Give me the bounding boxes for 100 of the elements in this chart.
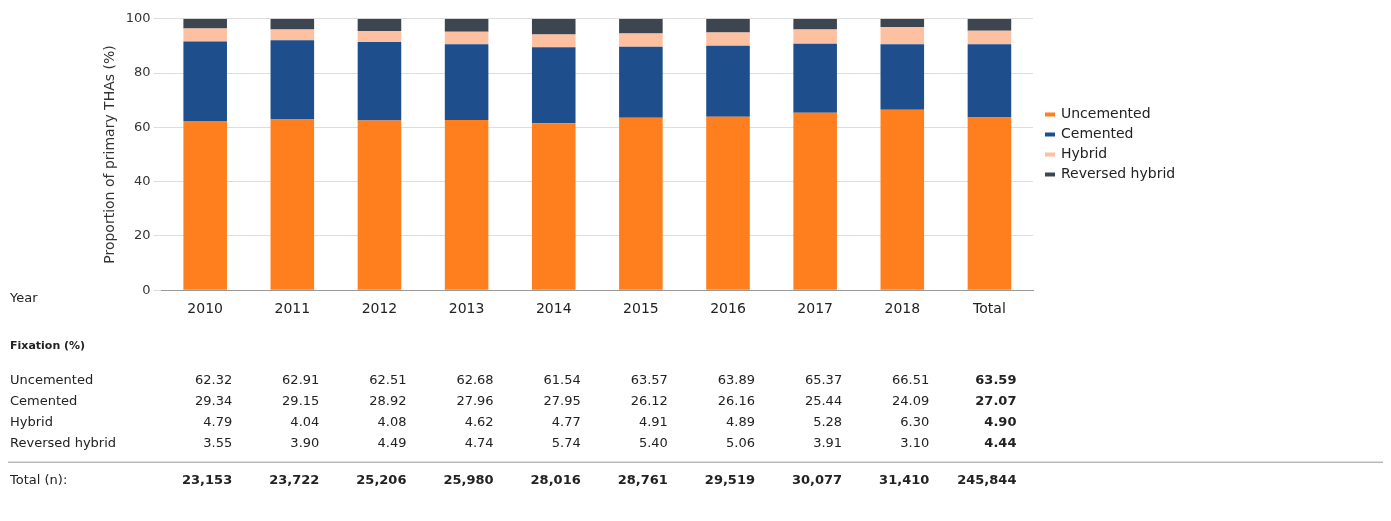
text: 23,153 [182, 471, 233, 487]
text: Reversed hybrid [10, 434, 117, 450]
bar [793, 18, 837, 30]
data-label: 63.89 [717, 371, 756, 387]
data-label: 63.59 [975, 371, 1017, 387]
bar [967, 30, 1012, 45]
legend-label: Uncemented [1061, 105, 1151, 122]
data-label: 5.74 [551, 434, 581, 450]
bar [880, 109, 925, 290]
y-tick-label: 0 [142, 281, 151, 297]
x-tick-label: 2014 [535, 300, 572, 317]
data-label: 3.10 [900, 434, 930, 450]
x-tick-label: 2012 [361, 300, 398, 317]
data-label: 26.16 [717, 392, 756, 408]
bar [619, 33, 663, 47]
x-tick-label: 2016 [710, 300, 746, 317]
bar [706, 116, 750, 290]
data-label: 61.54 [543, 371, 581, 387]
bar [619, 46, 663, 118]
bar [531, 123, 576, 290]
data-label: 25.44 [804, 392, 843, 408]
bar [531, 47, 576, 124]
text: 23,722 [269, 471, 320, 487]
bar [183, 28, 227, 42]
legend-label: Reversed hybrid [1061, 165, 1176, 182]
text: Uncemented [10, 371, 94, 387]
data-label: 3.90 [290, 434, 320, 450]
data-label: 4.77 [551, 413, 581, 429]
bar [357, 42, 402, 121]
bar [357, 120, 402, 290]
bar [619, 18, 663, 34]
data-label: 62.51 [369, 371, 407, 387]
data-label: 27.07 [975, 392, 1017, 408]
bar [183, 41, 227, 122]
data-label: 4.04 [290, 413, 320, 429]
data-label: 4.49 [377, 434, 407, 450]
data-label: 4.91 [638, 413, 668, 429]
text: 28,016 [530, 471, 581, 487]
data-label: 63.57 [630, 371, 668, 387]
x-tick-label: Total [972, 300, 1006, 317]
bar [270, 18, 315, 30]
data-label: 3.55 [203, 434, 233, 450]
data-label: 3.91 [813, 434, 843, 450]
x-tick-label: 2015 [623, 300, 659, 317]
text: 245,844 [957, 471, 1017, 487]
text: 25,206 [356, 471, 407, 487]
bar [793, 29, 837, 44]
bar [270, 29, 315, 41]
data-label: 62.91 [282, 371, 320, 387]
x-tick-label: 2011 [274, 300, 311, 317]
bar [706, 18, 750, 33]
bar [793, 43, 837, 113]
bar [706, 45, 750, 117]
x-tick-label: 2017 [797, 300, 833, 317]
text: 29,519 [704, 471, 756, 487]
text: 31,410 [879, 471, 930, 487]
text: Hybrid [10, 413, 53, 429]
data-label: 6.30 [900, 413, 930, 429]
y-axis-title: Proportion of primary THAs (%) [101, 45, 118, 264]
text: Year [9, 289, 39, 305]
data-label: 24.09 [892, 392, 930, 408]
bar [967, 44, 1012, 118]
data-label: 27.95 [543, 392, 581, 408]
data-label: 4.90 [984, 413, 1017, 429]
bar [357, 30, 402, 43]
data-label: 5.06 [726, 434, 756, 450]
data-label: 4.08 [377, 413, 407, 429]
text: Cemented [10, 392, 78, 408]
bar [706, 32, 750, 46]
bar [880, 44, 925, 110]
data-label: 62.68 [456, 371, 494, 387]
bar [270, 40, 315, 120]
y-tick-label: 20 [134, 227, 151, 243]
x-tick-label: 2018 [884, 300, 921, 317]
bar [793, 112, 837, 290]
bar [444, 18, 489, 32]
bar [619, 117, 663, 290]
bar [967, 18, 1012, 31]
data-label: 29.34 [194, 392, 233, 408]
text: Fixation (%) [10, 339, 86, 353]
data-label: 5.28 [813, 413, 843, 429]
data-label: 27.96 [456, 392, 494, 408]
bar [880, 27, 925, 45]
data-label: 28.92 [369, 392, 407, 408]
bar [531, 18, 576, 35]
data-label: 4.44 [984, 434, 1017, 450]
legend-label: Hybrid [1061, 145, 1108, 162]
bar [357, 18, 402, 31]
bar [531, 34, 576, 48]
y-tick-label: 60 [134, 118, 151, 134]
data-label: 66.51 [892, 371, 930, 387]
text: Total (n): [9, 471, 68, 487]
data-label: 5.40 [638, 434, 668, 450]
text: 30,077 [791, 471, 843, 487]
data-label: 26.12 [630, 392, 668, 408]
bar [444, 44, 489, 121]
bar [183, 18, 227, 29]
x-tick-label: 2010 [187, 300, 223, 317]
bar [270, 119, 315, 290]
bar [444, 120, 489, 290]
